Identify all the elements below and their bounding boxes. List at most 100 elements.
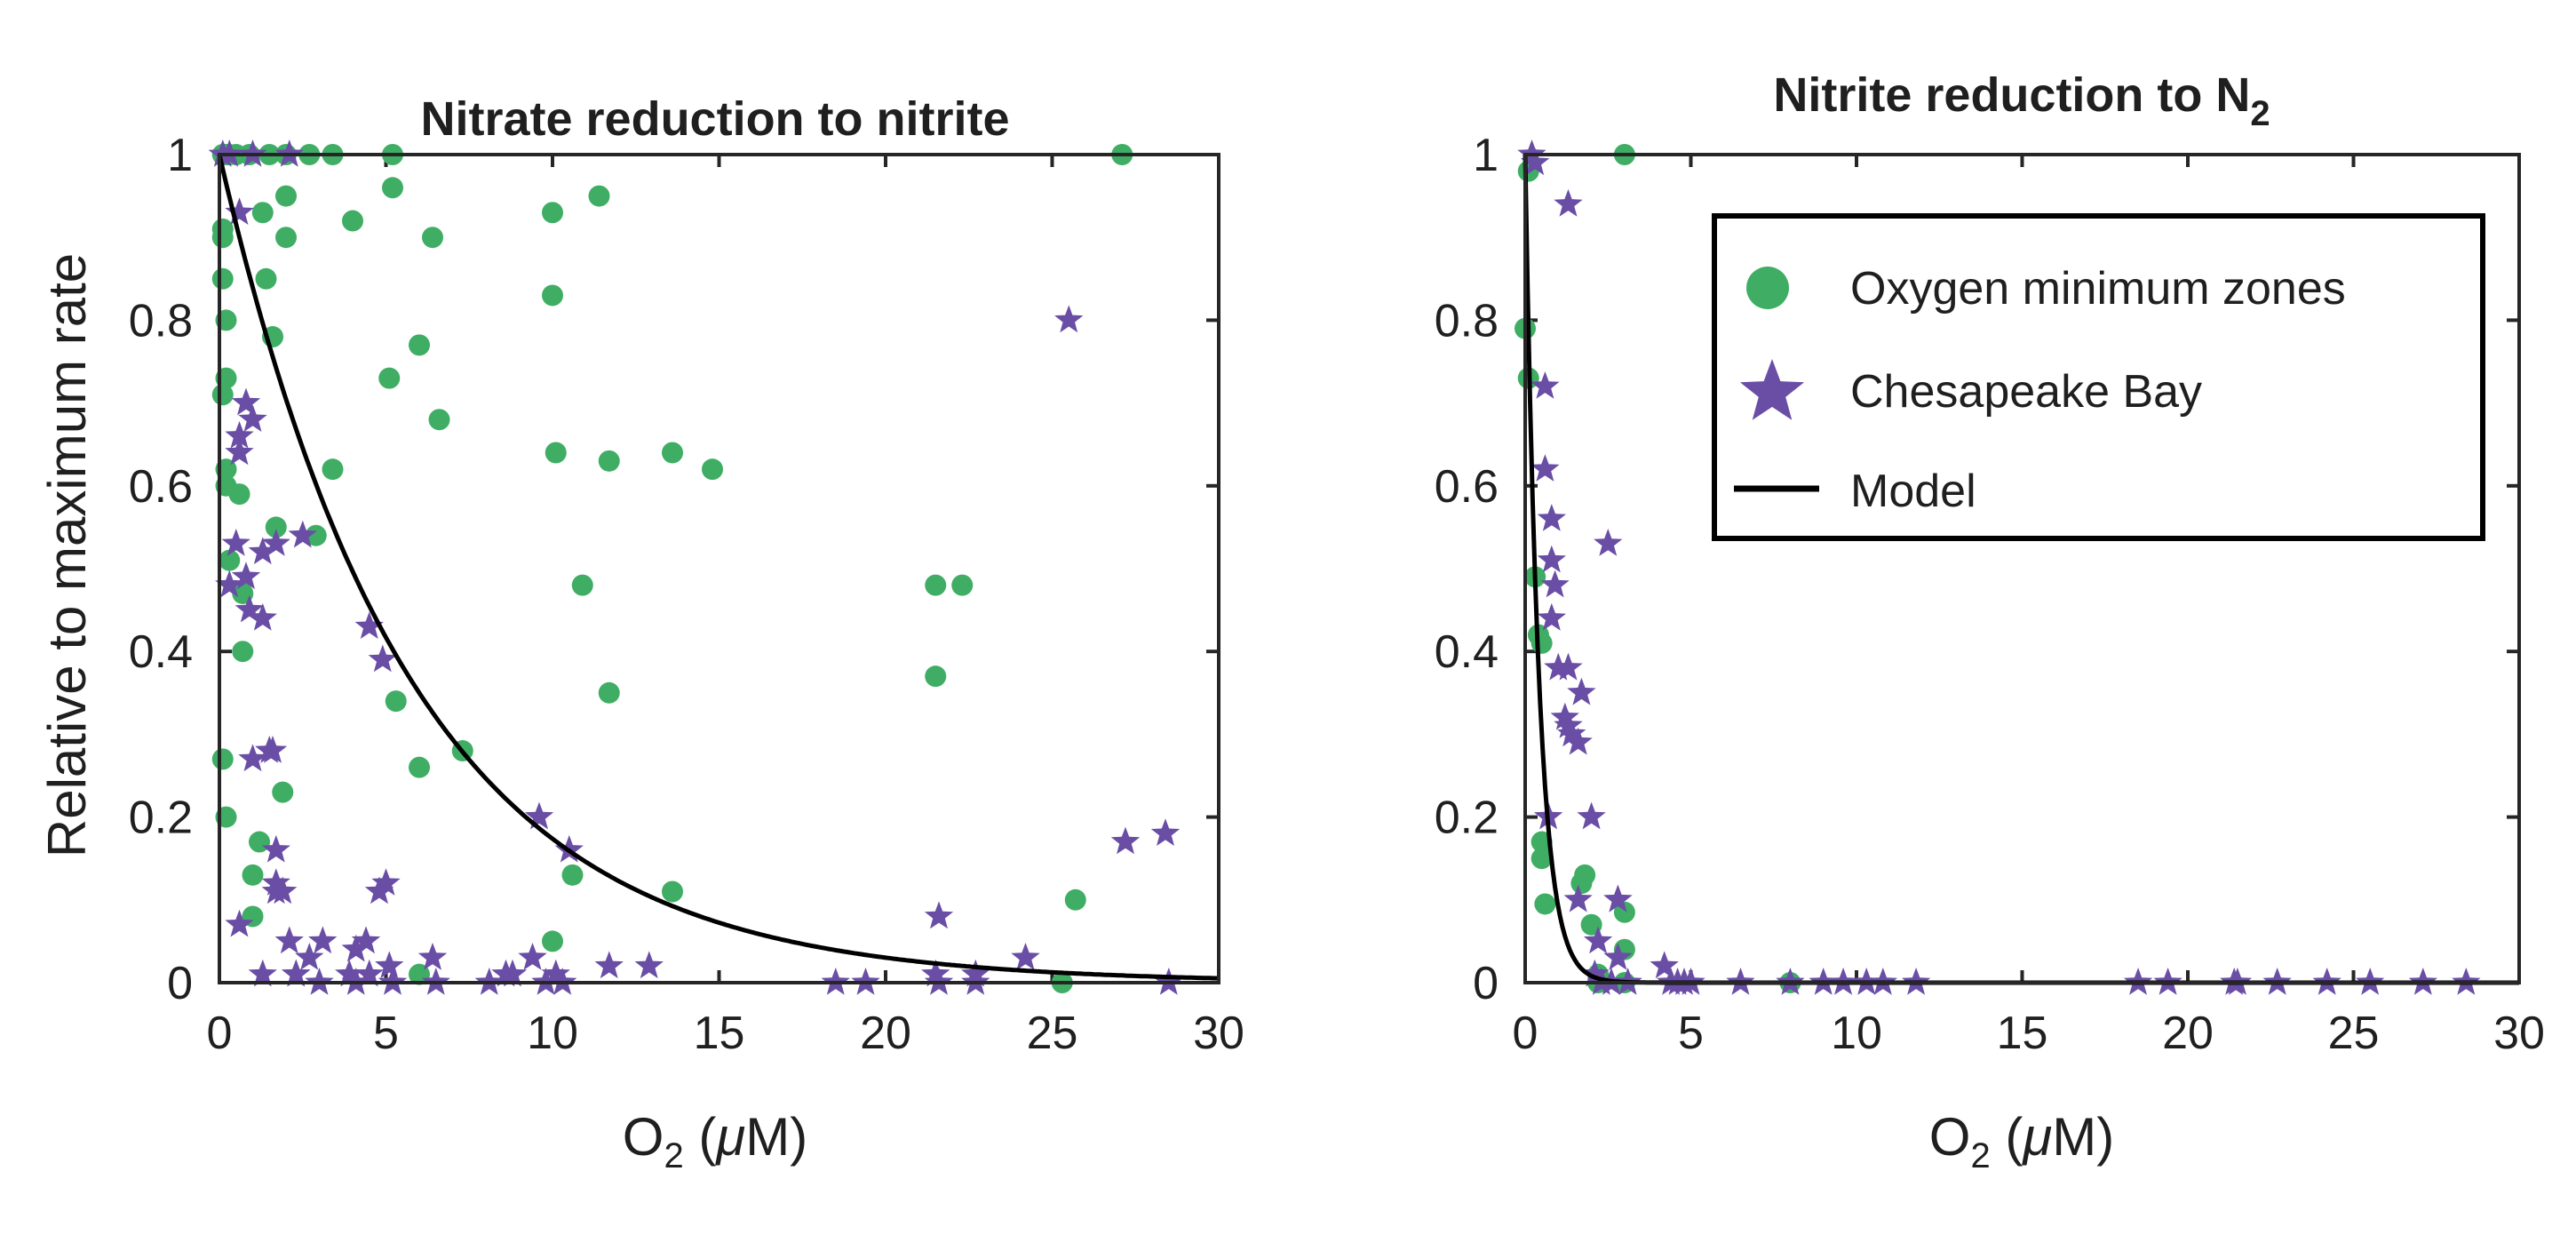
x-axis-label: O2 (μM)	[1929, 1107, 2114, 1175]
omz-point	[275, 227, 297, 249]
bay-point	[248, 959, 277, 987]
bay-point	[371, 868, 401, 896]
bay-point	[1650, 951, 1679, 979]
bay-point	[634, 951, 664, 979]
omz-point	[242, 864, 264, 886]
x-tick-label: 30	[1193, 1008, 1244, 1059]
bay-point	[225, 420, 254, 449]
bay-point	[375, 951, 404, 979]
y-tick-label: 0.8	[129, 295, 193, 347]
bay-point	[1583, 926, 1613, 954]
y-tick-label: 1	[1473, 130, 1499, 181]
y-tick-label: 0	[167, 958, 193, 1009]
bay-point	[295, 943, 324, 970]
x-tick-label: 25	[2328, 1008, 2380, 1059]
bay-point	[238, 744, 267, 772]
legend-omz-marker	[1746, 267, 1789, 309]
omz-point	[211, 227, 234, 249]
x-tick-labels: 0 5 10 15 20 25 30	[1513, 1008, 2545, 1059]
omz-point	[211, 267, 234, 290]
omz-point	[588, 185, 610, 207]
x-axis-label: O2 (μM)	[623, 1107, 807, 1175]
omz-point	[211, 384, 234, 406]
omz-point	[571, 574, 593, 596]
y-tick-label: 0.6	[129, 461, 193, 513]
y-tick-label: 0.8	[1435, 295, 1499, 347]
legend-box	[1712, 213, 2485, 541]
panel-nitrite: Nitrite reduction to N2 O2 (μM) 0 5 10 15 20…	[1435, 68, 2545, 1175]
bay-point	[248, 537, 277, 565]
omz-point	[925, 574, 947, 596]
x-tick-label: 0	[1513, 1008, 1538, 1059]
bay-point	[341, 934, 370, 962]
y-tick-label: 0.4	[1435, 626, 1499, 678]
omz-point	[422, 227, 443, 249]
panel-nitrate: Nitrate reduction to nitrite Relative to…	[37, 92, 1244, 1175]
bay-point	[261, 834, 290, 863]
bay-point	[288, 520, 317, 548]
bay-point	[238, 404, 267, 432]
omz-point	[598, 450, 620, 472]
omz-point	[342, 210, 363, 232]
omz-point	[598, 681, 620, 704]
x-tick-label: 15	[694, 1008, 745, 1059]
tick-marks	[218, 153, 1220, 984]
bay-point	[268, 876, 298, 904]
x-tick-label: 10	[527, 1008, 578, 1059]
bay-point	[225, 909, 254, 937]
bay-point	[335, 959, 364, 987]
legend: Oxygen minimum zones Chesapeake Bay Mode…	[1712, 213, 2485, 541]
bay-point	[1537, 602, 1566, 631]
bay-point	[1554, 652, 1583, 681]
bay-point	[1537, 504, 1566, 531]
model-curve-group	[217, 154, 1220, 981]
x-tick-label: 10	[1831, 1008, 1882, 1059]
omz-point	[1530, 632, 1553, 654]
y-tick-labels: 0 0.2 0.4 0.6 0.8 1	[129, 130, 193, 1009]
omz-point	[305, 524, 327, 546]
omz-point	[228, 483, 250, 506]
legend-omz-label: Oxygen minimum zones	[1850, 263, 2346, 315]
omz-point	[428, 409, 450, 431]
legend-bay-marker	[1739, 359, 1805, 420]
y-tick-label: 0.6	[1435, 461, 1499, 513]
bay-point	[255, 736, 284, 763]
omz-point	[662, 880, 683, 903]
bay-point	[1011, 943, 1040, 970]
omz-point	[378, 367, 401, 389]
x-tick-label: 5	[373, 1008, 399, 1059]
bay-point	[231, 562, 261, 590]
chart-title: Nitrite reduction to N2	[1773, 68, 2270, 133]
omz-point	[925, 665, 947, 688]
omz-point	[702, 458, 723, 481]
omz-point	[409, 334, 430, 356]
plot-frame	[218, 153, 1220, 984]
bay-point	[248, 602, 277, 631]
omz-point	[542, 284, 563, 307]
bay-point	[308, 926, 338, 954]
legend-bay-label: Chesapeake Bay	[1850, 366, 2202, 418]
omz-point	[219, 549, 241, 571]
bay-point	[368, 644, 397, 673]
omz-point	[322, 458, 344, 481]
bay-point	[261, 529, 290, 556]
x-tick-labels: 0 5 10 15 20 25 30	[207, 1008, 1244, 1059]
bay-point	[351, 926, 381, 954]
x-tick-label: 20	[2162, 1008, 2214, 1059]
bay-point	[231, 387, 261, 416]
bay-point	[221, 529, 250, 556]
omz-point	[251, 202, 274, 224]
bay-point	[274, 926, 304, 954]
bay-point	[518, 943, 547, 970]
bay-point	[1577, 801, 1606, 830]
y-tick-label: 0	[1473, 958, 1499, 1009]
x-tick-label: 20	[860, 1008, 911, 1059]
omz-point	[409, 756, 430, 778]
bay-point	[594, 951, 624, 979]
bay-point	[1537, 545, 1566, 573]
omz-point	[255, 267, 277, 290]
omz-point	[1530, 848, 1553, 870]
bay-point	[921, 959, 950, 987]
omz-point	[1534, 893, 1556, 915]
